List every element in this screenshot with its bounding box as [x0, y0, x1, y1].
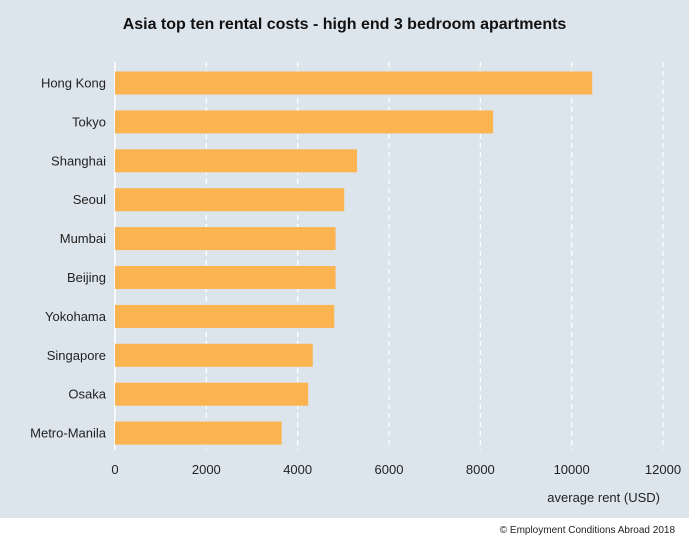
category-label: Hong Kong: [41, 76, 106, 91]
source-note: © Employment Conditions Abroad 2018: [499, 525, 675, 536]
category-label: Beijing: [67, 270, 106, 285]
bar: [115, 71, 593, 95]
x-tick-labels: 0 2000 4000 6000 8000 10000 12000: [111, 462, 681, 477]
bar: [115, 382, 309, 406]
category-label: Tokyo: [72, 114, 106, 129]
category-label: Osaka: [68, 387, 106, 402]
x-tick-label: 8000: [466, 462, 495, 477]
x-tick-label: 0: [111, 462, 118, 477]
x-tick-label: 6000: [375, 462, 404, 477]
bar: [115, 304, 335, 328]
category-label: Yokohama: [45, 309, 107, 324]
bars: [115, 71, 593, 445]
x-tick-label: 12000: [645, 462, 681, 477]
bar: [115, 188, 345, 212]
x-tick-label: 4000: [283, 462, 312, 477]
category-label: Mumbai: [60, 231, 106, 246]
category-label: Singapore: [47, 348, 106, 363]
bar: [115, 343, 313, 367]
bar-chart: Hong Kong Tokyo Shanghai Seoul Mumbai Beijing…: [30, 62, 681, 505]
bar: [115, 227, 336, 251]
x-axis-label: average rent (USD): [547, 490, 660, 505]
bar: [115, 421, 282, 445]
category-label: Shanghai: [51, 153, 106, 168]
category-label: Seoul: [73, 192, 106, 207]
chart-title: Asia top ten rental costs - high end 3 b…: [122, 16, 567, 33]
bar: [115, 149, 358, 173]
bar: [115, 266, 336, 289]
x-tick-label: 10000: [554, 462, 590, 477]
bar: [115, 110, 494, 134]
category-label: Metro-Manila: [30, 426, 107, 441]
x-tick-label: 2000: [192, 462, 221, 477]
category-labels: Hong Kong Tokyo Shanghai Seoul Mumbai Beijing…: [30, 76, 107, 441]
